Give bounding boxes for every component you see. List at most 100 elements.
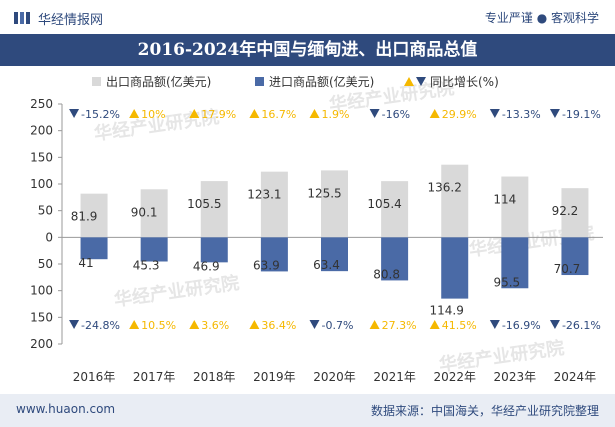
import-up-triangle-icon <box>429 320 440 329</box>
footer-bar <box>0 394 615 427</box>
y-axis-tick-label: 250 <box>30 97 53 111</box>
export-down-triangle-icon <box>489 109 500 118</box>
import-growth-label: -24.8% <box>81 319 120 332</box>
export-up-triangle-icon <box>249 109 260 118</box>
slogan: 专业严谨 ● 客观科学 <box>484 11 599 25</box>
export-value-label: 92.2 <box>552 204 579 218</box>
export-value-label: 114 <box>493 193 516 207</box>
y-axis-tick-label: 200 <box>30 124 53 138</box>
export-down-triangle-icon <box>69 109 80 118</box>
footer-source: 数据来源：中国海关，华经产业研究院整理 <box>370 404 599 418</box>
export-growth-label: -15.2% <box>81 108 120 121</box>
import-value-label: 63.9 <box>253 258 280 272</box>
export-bar <box>441 164 469 238</box>
import-value-label: 114.9 <box>430 304 464 318</box>
export-up-triangle-icon <box>189 109 200 118</box>
import-bar <box>561 237 589 276</box>
export-value-label: 105.4 <box>367 197 401 211</box>
export-up-triangle-icon <box>129 109 140 118</box>
import-bar <box>321 237 348 272</box>
x-axis-category-label: 2016年 <box>73 370 116 384</box>
export-growth-label: 17.9% <box>201 108 236 121</box>
export-value-label: 136.2 <box>428 181 462 195</box>
title-bar <box>0 34 615 66</box>
x-axis-category-label: 2018年 <box>193 370 236 384</box>
import-growth-label: -0.7% <box>322 319 354 332</box>
footer-website-link[interactable]: www.huaon.com <box>16 402 116 416</box>
import-value-label: 95.5 <box>493 275 520 289</box>
export-value-label: 90.1 <box>131 205 158 219</box>
export-bar <box>501 176 529 238</box>
legend-label-export: 出口商品额(亿美元) <box>106 74 211 89</box>
import-down-triangle-icon <box>549 320 560 329</box>
import-down-triangle-icon <box>69 320 80 329</box>
import-up-triangle-icon <box>129 320 140 329</box>
import-value-label: 80.8 <box>373 267 400 281</box>
import-up-triangle-icon <box>249 320 260 329</box>
y-axis-tick-label: 150 <box>30 310 53 324</box>
export-up-triangle-icon <box>429 109 440 118</box>
export-down-triangle-icon <box>549 109 560 118</box>
export-down-triangle-icon <box>369 109 380 118</box>
import-growth-label: 27.3% <box>382 319 417 332</box>
export-bar <box>260 171 288 238</box>
import-bar <box>441 237 469 299</box>
legend-swatch-import <box>255 77 264 86</box>
import-growth-label: 10.5% <box>141 319 176 332</box>
legend-label-import: 进口商品额(亿美元) <box>269 74 374 89</box>
x-axis-category-label: 2023年 <box>494 370 537 384</box>
y-axis-tick-label: 100 <box>30 177 53 191</box>
export-value-label: 81.9 <box>71 210 98 224</box>
y-axis-tick-label: 50 <box>38 257 53 271</box>
legend-label-growth: 同比增长(%) <box>430 75 499 89</box>
export-growth-label: 16.7% <box>261 108 296 121</box>
import-value-label: 46.9 <box>193 259 220 273</box>
export-growth-label: 10% <box>141 108 165 121</box>
export-growth-label: 29.9% <box>442 108 477 121</box>
export-bar <box>321 170 348 238</box>
export-growth-label: -16% <box>382 108 410 121</box>
import-growth-label: 36.4% <box>261 319 296 332</box>
import-bar <box>140 237 168 262</box>
import-growth-label: -26.1% <box>562 319 601 332</box>
import-bar <box>80 237 108 260</box>
export-value-label: 123.1 <box>247 188 281 202</box>
import-bar <box>200 237 228 263</box>
export-value-label: 105.5 <box>187 197 221 211</box>
legend-down-triangle-icon <box>416 77 426 86</box>
import-up-triangle-icon <box>369 320 380 329</box>
huajing-logo-icon <box>14 12 30 24</box>
import-growth-label: 41.5% <box>442 319 477 332</box>
import-bar <box>381 237 409 281</box>
export-growth-label: -19.1% <box>562 108 601 121</box>
import-value-label: 63.4 <box>313 258 340 272</box>
x-axis-category-label: 2017年 <box>133 370 176 384</box>
x-axis-category-label: 2024年 <box>554 370 597 384</box>
y-axis-tick-label: 50 <box>38 204 53 218</box>
import-value-label: 45.3 <box>133 258 160 272</box>
export-bar <box>561 188 589 238</box>
export-bar <box>140 189 168 238</box>
x-axis-category-label: 2021年 <box>373 370 416 384</box>
import-bar <box>501 237 529 289</box>
x-axis-category-label: 2022年 <box>433 370 476 384</box>
y-axis-tick-label: 200 <box>30 337 53 351</box>
import-down-triangle-icon <box>309 320 320 329</box>
legend-swatch-export <box>92 77 101 86</box>
import-value-label: 70.7 <box>554 262 581 276</box>
chart-title: 2016-2024年中国与缅甸进、出口商品总值 <box>137 40 478 60</box>
legend-up-triangle-icon <box>404 77 414 86</box>
import-growth-label: -16.9% <box>502 319 541 332</box>
import-value-label: 41 <box>78 256 93 270</box>
export-bar <box>80 193 108 238</box>
export-growth-label: -13.3% <box>502 108 541 121</box>
y-axis-tick-label: 100 <box>30 284 53 298</box>
site-name[interactable]: 华经情报网 <box>38 13 104 28</box>
export-up-triangle-icon <box>309 109 320 118</box>
export-growth-label: 1.9% <box>322 108 350 121</box>
import-down-triangle-icon <box>489 320 500 329</box>
export-bar <box>381 181 409 238</box>
x-axis-category-label: 2019年 <box>253 370 296 384</box>
export-value-label: 125.5 <box>307 186 341 200</box>
